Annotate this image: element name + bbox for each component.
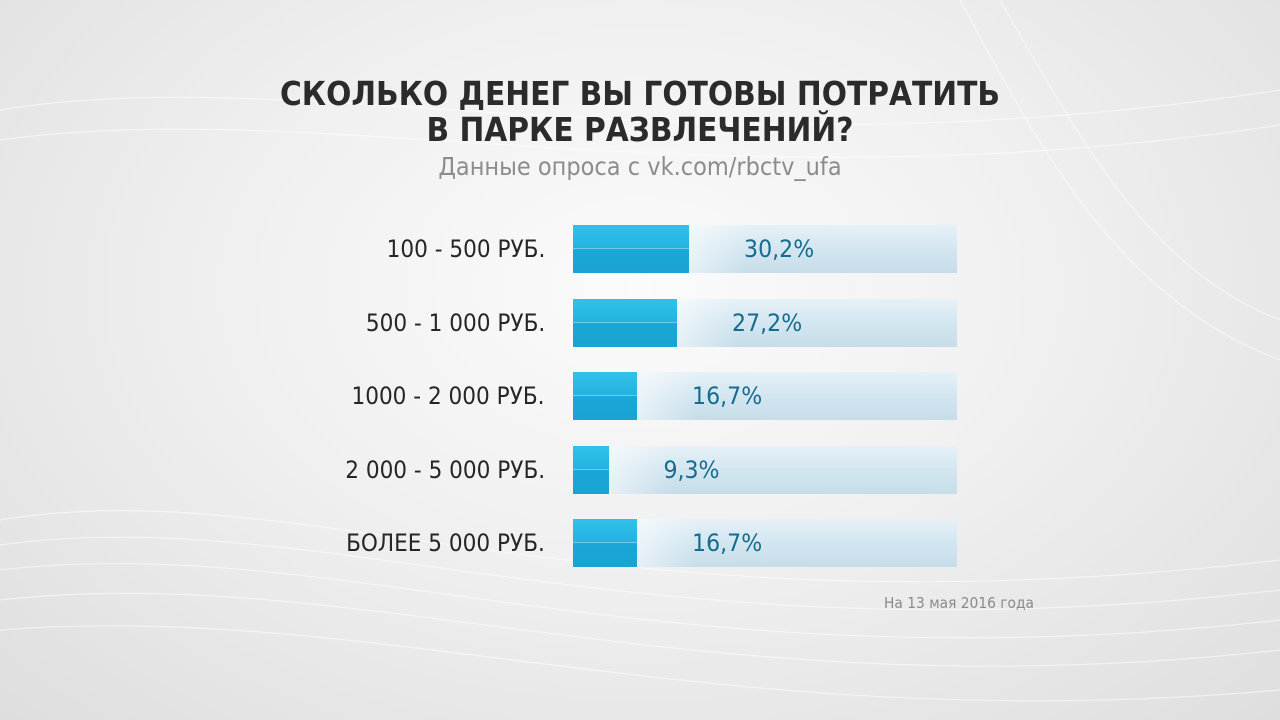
footnote-date: На 13 мая 2016 года — [884, 594, 1034, 612]
bar-glow — [609, 446, 669, 494]
data-label: 30,2% — [744, 235, 815, 263]
bar-track: 9,3% — [573, 446, 957, 494]
bar — [573, 299, 677, 347]
data-label: 16,7% — [692, 382, 763, 410]
bar-glow — [637, 519, 697, 567]
chart-title-line-1: СКОЛЬКО ДЕНЕГ ВЫ ГОТОВЫ ПОТРАТИТЬ — [280, 74, 1000, 113]
category-label: 1000 - 2 000 РУБ. — [351, 382, 545, 410]
category-label: БОЛЕЕ 5 000 РУБ. — [346, 529, 545, 557]
bar-track: 27,2% — [573, 299, 957, 347]
bar-track: 16,7% — [573, 372, 957, 420]
bar-track: 30,2% — [573, 225, 957, 273]
bar-track: 16,7% — [573, 519, 957, 567]
bar — [573, 446, 609, 494]
category-label: 2 000 - 5 000 РУБ. — [345, 456, 545, 484]
data-label: 9,3% — [663, 456, 720, 484]
bar-glow — [637, 372, 697, 420]
chart-subtitle: Данные опроса с vk.com/rbctv_ufa — [438, 152, 842, 181]
category-label: 500 - 1 000 РУБ. — [365, 309, 545, 337]
bar — [573, 372, 637, 420]
bar-glow — [689, 225, 749, 273]
bar — [573, 519, 637, 567]
category-label: 100 - 500 РУБ. — [386, 235, 545, 263]
data-label: 16,7% — [692, 529, 763, 557]
chart-title-line-2: В ПАРКЕ РАЗВЛЕЧЕНИЙ? — [426, 110, 854, 149]
bar-glow — [677, 299, 737, 347]
data-label: 27,2% — [732, 309, 803, 337]
bar — [573, 225, 689, 273]
